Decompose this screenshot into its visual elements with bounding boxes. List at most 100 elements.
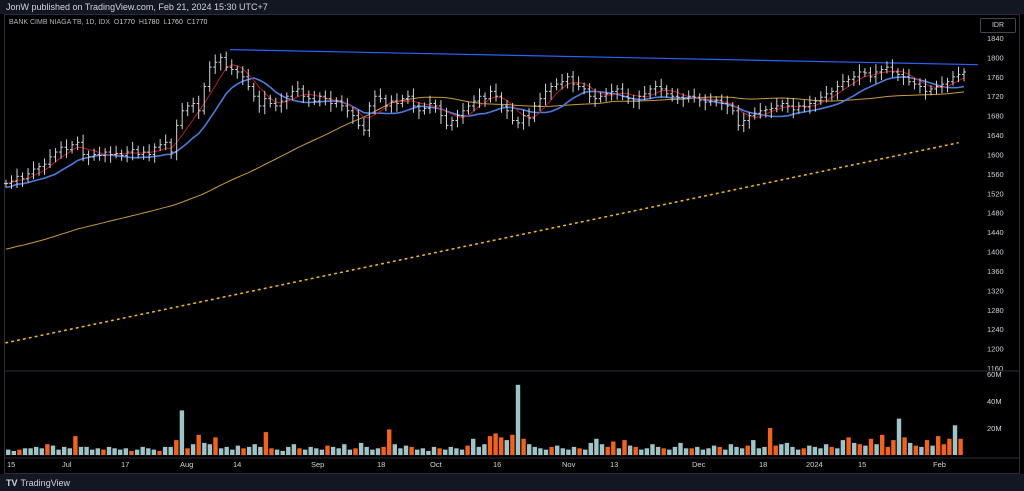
currency-button[interactable]: IDR (980, 18, 1016, 33)
volume-bar (381, 446, 386, 455)
price-tick-label: 1440 (987, 228, 1004, 237)
volume-bar (543, 449, 549, 455)
chart-frame[interactable] (4, 14, 1020, 474)
volume-bar (863, 445, 868, 455)
volume-bar (448, 446, 453, 455)
volume-bar (129, 450, 134, 455)
volume-bar (947, 438, 952, 455)
volume-bar (11, 450, 16, 455)
volume-bar (286, 446, 291, 455)
volume-bar (588, 442, 593, 455)
volume-bar (398, 448, 403, 456)
volume-bar (151, 449, 157, 455)
volume-bar (325, 445, 330, 455)
price-tick-label: 1760 (987, 73, 1004, 82)
volume-bar (471, 438, 476, 455)
volume-bar (78, 446, 84, 455)
volume-bar (202, 442, 207, 455)
volume-bar (560, 448, 565, 456)
volume-bar (902, 437, 907, 455)
time-tick-label: 16 (493, 460, 501, 469)
volume-bar (594, 438, 599, 455)
price-tick-label: 1320 (987, 286, 1004, 295)
volume-bar (751, 440, 756, 455)
volume-bar (515, 384, 521, 455)
volume-bar (34, 446, 39, 455)
volume-bar (50, 445, 56, 455)
volume-bar (767, 428, 773, 455)
volume-bar (577, 448, 582, 456)
volume-tick-label: 60M (987, 370, 1002, 379)
volume-bar (179, 410, 185, 455)
price-tick-label: 1160 (987, 364, 1003, 373)
volume-bar (852, 442, 857, 455)
volume-bar (364, 446, 369, 455)
volume-bar (476, 446, 481, 455)
volume-bar (734, 446, 739, 455)
volume-bar (375, 448, 381, 456)
symbol-legend[interactable]: BANK CIMB NIAGA TB, 1D, IDX O1770 H1780 … (9, 19, 207, 26)
volume-bar (465, 445, 470, 455)
volume-bar (527, 444, 532, 455)
time-tick-label: 17 (121, 460, 129, 469)
volume-bar (185, 448, 190, 456)
open-value: 1770 (119, 19, 135, 26)
volume-bar (891, 440, 896, 455)
volume-bar (336, 448, 341, 456)
volume-bar (599, 444, 605, 455)
volume-bar (639, 449, 644, 455)
volume-bar (823, 444, 829, 455)
volume-bar (308, 446, 313, 455)
volume-bar (196, 434, 201, 456)
volume-bar (667, 449, 672, 455)
volume-bar (706, 448, 711, 456)
volume-bar (252, 444, 257, 455)
volume-bar (459, 449, 465, 455)
tradingview-logo[interactable]: TV TradingView (6, 478, 70, 488)
slow-ma-line (5, 91, 965, 250)
time-tick-label: 18 (377, 460, 385, 469)
price-tick-label: 1200 (987, 345, 1004, 354)
volume-bar (801, 448, 806, 456)
volume-bar (291, 444, 297, 455)
price-tick-label: 1640 (987, 131, 1004, 140)
volume-bar (420, 448, 425, 456)
footer-bar (0, 474, 1024, 491)
price-tick-label: 1240 (987, 325, 1004, 334)
time-tick-label: Sep (311, 460, 324, 469)
volume-tick-label: 40M (987, 397, 1002, 406)
volume-bar (168, 446, 173, 455)
volume-bar (723, 449, 728, 455)
volume-bar (583, 449, 588, 455)
volume-bar (504, 440, 509, 455)
volume-bar (605, 446, 610, 455)
time-tick-label: 15 (7, 460, 15, 469)
volume-bar (818, 448, 823, 456)
volume-bar (510, 434, 515, 456)
volume-bar (555, 445, 560, 455)
volume-bar (487, 436, 493, 455)
volume-bar (521, 438, 526, 455)
volume-bar (728, 444, 734, 455)
volume-bar (415, 449, 420, 455)
volume-bar (62, 446, 67, 455)
volume-bar (90, 449, 95, 455)
time-tick-label: 15 (858, 460, 866, 469)
time-tick-label: Aug (180, 460, 193, 469)
price-tick-label: 1840 (987, 34, 1004, 43)
volume-bar (779, 444, 784, 455)
volume-bar (319, 449, 325, 455)
volume-bar (633, 446, 638, 455)
volume-bar (6, 449, 11, 455)
volume-bar (616, 448, 622, 456)
volume-bar (431, 446, 437, 455)
volume-bar (45, 444, 50, 455)
time-tick-label: 2024 (806, 460, 823, 469)
volume-bar (106, 446, 112, 455)
high-value: 1780 (143, 19, 160, 26)
volume-bar (263, 432, 269, 455)
price-tick-label: 1360 (987, 267, 1004, 276)
volume-bar (403, 445, 409, 455)
volume-bar (409, 446, 414, 455)
